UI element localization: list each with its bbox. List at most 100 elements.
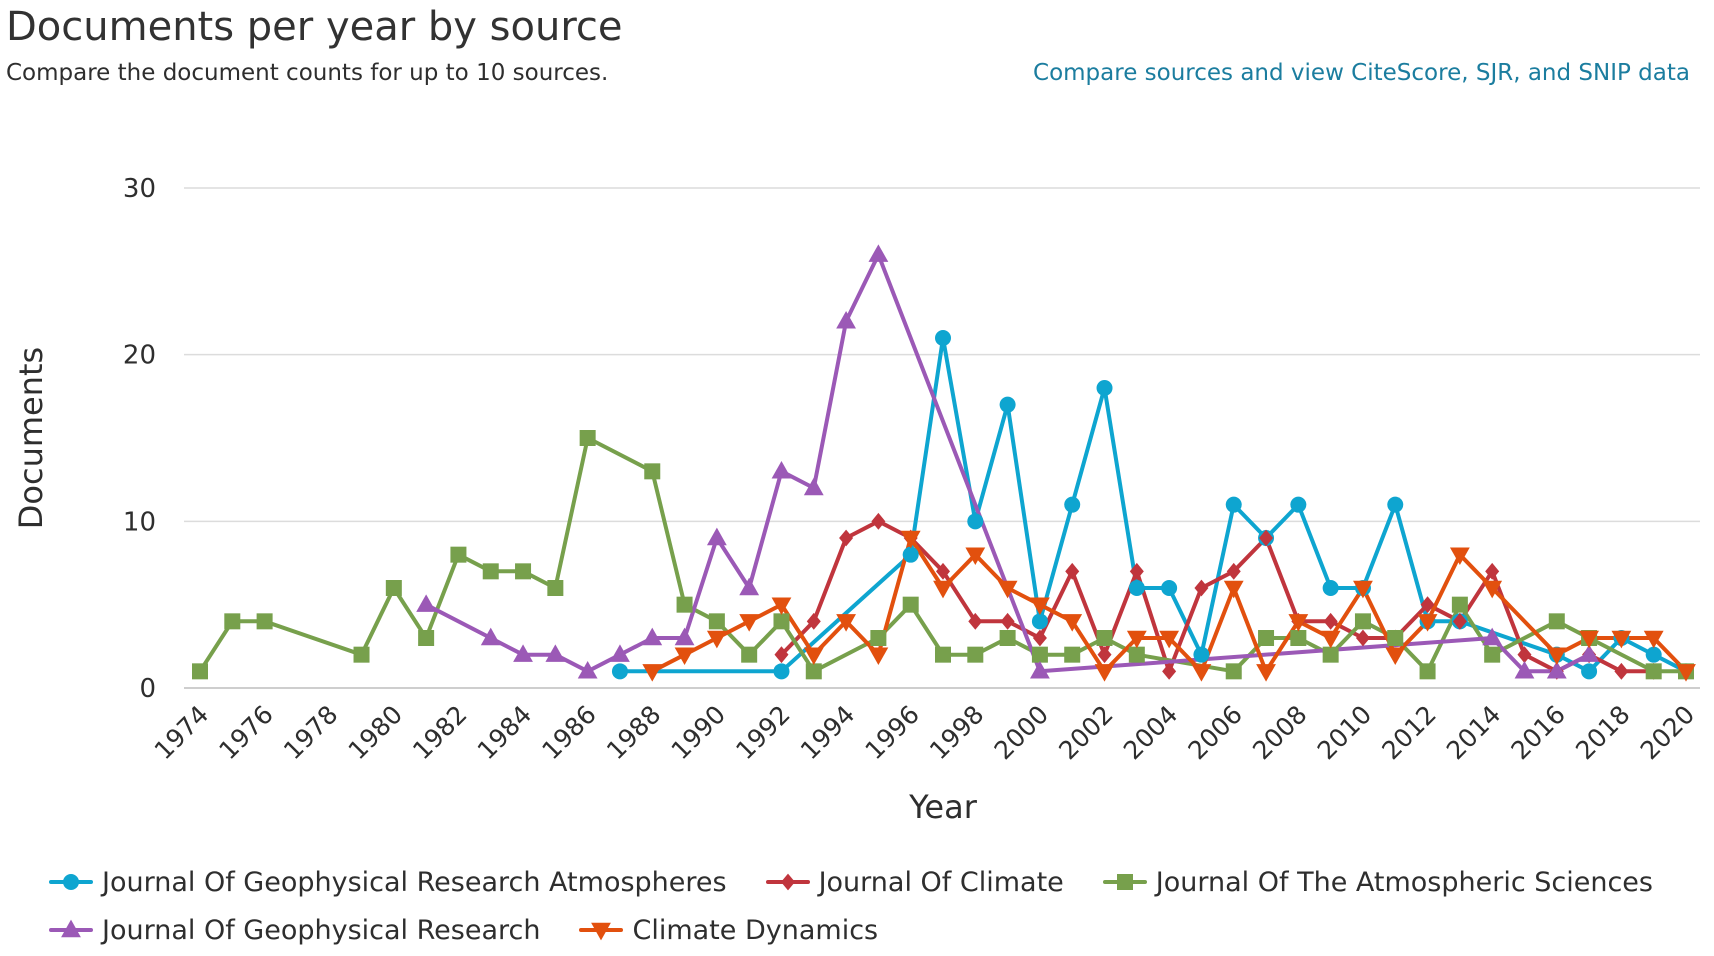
- legend-circle-marker-icon: [49, 874, 93, 890]
- data-point: [967, 646, 984, 663]
- data-point: [1451, 596, 1468, 613]
- legend-diamond-marker-icon: [765, 873, 810, 891]
- data-point: [610, 644, 630, 662]
- x-tick-label: 2010: [1312, 700, 1377, 765]
- data-point: [1097, 646, 1112, 664]
- data-point: [1581, 663, 1598, 680]
- data-point: [935, 330, 951, 346]
- data-point: [1031, 613, 1048, 630]
- x-tick-label: 1976: [213, 700, 278, 765]
- data-point: [1452, 612, 1467, 630]
- data-point: [1420, 596, 1435, 614]
- data-point: [741, 646, 758, 663]
- data-point: [968, 612, 983, 630]
- data-point: [1645, 646, 1662, 663]
- data-point: [1064, 496, 1081, 513]
- legend-item-climate-dynamics[interactable]: Climate Dynamics: [578, 915, 878, 946]
- data-point: [1322, 580, 1339, 596]
- series-points-4: [642, 530, 1696, 682]
- data-point: [1643, 630, 1664, 649]
- data-point: [545, 644, 566, 662]
- data-point: [1065, 562, 1080, 580]
- series-points-1: [774, 512, 1661, 680]
- data-point: [999, 396, 1016, 413]
- x-tick-label: 2020: [1635, 700, 1700, 765]
- legend-item-jgr-atmospheres[interactable]: Journal Of Geophysical Research Atmosphe…: [48, 867, 727, 898]
- data-point: [773, 613, 790, 630]
- y-tick-label: 20: [123, 341, 156, 371]
- legend-row: Journal Of Geophysical Research Atmosphe…: [48, 858, 1698, 906]
- x-tick-label: 2000: [989, 700, 1054, 765]
- data-point: [836, 614, 856, 632]
- data-point: [224, 613, 241, 630]
- data-point: [871, 512, 886, 530]
- data-point: [1419, 663, 1436, 680]
- series-line-3: [424, 252, 1592, 674]
- legend-triangle-up-marker-icon: [49, 919, 93, 938]
- series-markers: [192, 244, 1696, 682]
- y-tick-label: 10: [123, 507, 156, 537]
- data-point: [1096, 630, 1113, 646]
- data-point: [642, 664, 663, 682]
- x-tick-label: 2004: [1118, 700, 1183, 765]
- data-point: [1258, 630, 1275, 646]
- y-axis-ticks: 0 10 20 30: [123, 174, 156, 704]
- data-point: [1159, 630, 1180, 649]
- data-point: [1548, 613, 1565, 630]
- data-point: [416, 594, 437, 612]
- legend-marker: [591, 922, 612, 941]
- data-point: [192, 663, 208, 680]
- y-axis-label: Documents: [12, 347, 50, 529]
- data-point: [256, 613, 273, 630]
- data-point: [1259, 529, 1274, 547]
- data-point: [1094, 664, 1115, 682]
- data-point: [1449, 547, 1470, 566]
- x-tick-label: 2016: [1506, 700, 1571, 765]
- data-point: [836, 310, 856, 329]
- data-point: [579, 430, 596, 446]
- data-point: [773, 663, 790, 680]
- data-point: [708, 613, 725, 630]
- data-point: [385, 580, 402, 596]
- data-point: [418, 630, 435, 646]
- data-point: [547, 580, 564, 596]
- chart: 0 10 20 30 1974 1976 1978 1980 1982 1984 1986 1988…: [12, 174, 1700, 826]
- data-point: [1290, 630, 1307, 646]
- data-point: [1225, 496, 1242, 513]
- data-point: [1546, 660, 1567, 679]
- data-point: [967, 513, 984, 530]
- data-point: [1546, 647, 1567, 666]
- data-point: [1193, 646, 1210, 663]
- legend-item-journal-atmospheric-sciences[interactable]: Journal Of The Atmospheric Sciences: [1102, 867, 1653, 898]
- data-point: [868, 647, 889, 666]
- data-point: [1062, 614, 1083, 632]
- data-point: [1323, 612, 1338, 630]
- data-point: [515, 563, 532, 580]
- x-tick-label: 2014: [1441, 700, 1506, 765]
- data-point: [1514, 660, 1535, 679]
- legend-item-journal-of-climate[interactable]: Journal Of Climate: [765, 867, 1064, 898]
- data-point: [1385, 647, 1406, 666]
- legend-item-jgr[interactable]: Journal Of Geophysical Research: [48, 915, 540, 946]
- data-point: [1223, 580, 1244, 599]
- x-tick-label: 1974: [149, 700, 214, 765]
- data-point: [480, 627, 501, 646]
- legend-marker: [780, 873, 795, 891]
- data-point: [1614, 662, 1629, 680]
- data-point: [870, 630, 887, 646]
- y-tick-label: 0: [139, 674, 156, 704]
- data-point: [1484, 646, 1501, 663]
- data-point: [771, 460, 792, 479]
- x-axis-ticks: 1974 1976 1978 1980 1982 1984 1986 1988 1990 1992…: [149, 700, 1700, 765]
- data-point: [1387, 496, 1404, 513]
- data-point: [805, 663, 822, 680]
- legend-row: Journal Of Geophysical Research Climate …: [48, 906, 1698, 954]
- data-point: [1129, 562, 1144, 580]
- data-point: [611, 663, 628, 680]
- data-point: [1126, 630, 1147, 649]
- data-point: [1485, 562, 1500, 580]
- data-point: [935, 646, 951, 663]
- compare-sources-link[interactable]: Compare sources and view CiteScore, SJR,…: [1033, 60, 1690, 86]
- data-point: [450, 546, 467, 563]
- data-point: [1290, 496, 1307, 513]
